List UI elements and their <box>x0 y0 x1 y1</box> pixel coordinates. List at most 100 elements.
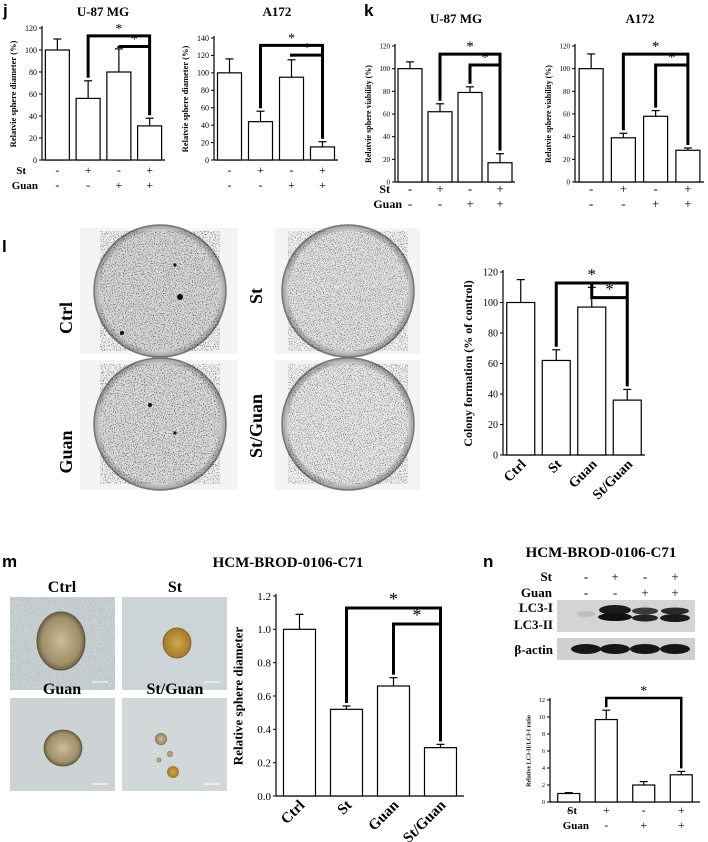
y-tick-label: 100 <box>197 69 209 78</box>
y-tick-label: 60 <box>563 110 571 118</box>
bar <box>557 792 581 803</box>
y-tick-label: 120 <box>25 24 37 33</box>
y-tick-label: 40 <box>29 112 37 121</box>
chart-l-colony-formation: 0 20 40 60 80 100 120 Colony formation (% of co… <box>461 265 645 503</box>
sphere-label-st: St <box>168 579 183 596</box>
colony-label-st: St <box>246 288 266 304</box>
western-blot-actin <box>557 638 695 660</box>
treatment-sign: - <box>55 178 59 192</box>
y-tick-label: 20 <box>29 134 37 143</box>
bar <box>106 71 132 161</box>
significance-bracket <box>117 44 150 48</box>
significance-star: * <box>588 265 597 284</box>
y-tick-label: 80 <box>383 88 391 96</box>
treatment-sign: - <box>259 178 263 192</box>
y-tick-label: 4 <box>542 766 545 772</box>
treatment-sign: + <box>652 196 659 211</box>
sphere-label-ctrl: Ctrl <box>48 579 77 596</box>
x-tick-label: St <box>546 457 566 477</box>
western-blot-lc3 <box>557 600 695 632</box>
y-tick-label: 40 <box>201 121 209 130</box>
treatment-sign: + <box>620 181 627 196</box>
x-tick-label: St <box>335 798 356 819</box>
treatment-label-guan: Guan <box>563 820 589 832</box>
x-tick-label: St/Guan <box>590 457 636 503</box>
m-title: HCM-BROD-0106-C71 <box>213 555 364 571</box>
blot-sign: - <box>643 569 647 584</box>
blot-sign: + <box>611 569 618 584</box>
y-tick-label: 120 <box>560 42 571 50</box>
significance-star: * <box>605 280 614 299</box>
treatment-sign: - <box>653 181 657 196</box>
y-axis-label: Colony formation (% of control) <box>461 280 475 446</box>
treatment-sign: - <box>228 163 232 177</box>
bar <box>329 708 364 797</box>
blot-st-label: St <box>540 569 552 584</box>
treatment-sign: + <box>678 803 685 817</box>
y-tick-label: 2 <box>542 783 545 789</box>
treatment-sign: - <box>290 163 294 177</box>
panel-letter-k: k <box>364 1 374 20</box>
significance-star: * <box>389 589 398 609</box>
significance-bracket <box>554 281 629 387</box>
significance-star: * <box>640 684 647 699</box>
treatment-sign: + <box>436 181 443 196</box>
x-tick-label: St/Guan <box>400 797 450 842</box>
treatment-sign: - <box>55 163 59 177</box>
bar <box>643 115 669 183</box>
blot-band-lc3-i: LC3-I <box>519 600 553 615</box>
y-tick-label: 0.8 <box>257 658 271 670</box>
treatment-sign: - <box>468 181 472 196</box>
y-tick-label: 100 <box>25 46 37 55</box>
bar <box>632 784 656 803</box>
treatment-sign: + <box>115 178 122 192</box>
y-tick-label: 20 <box>563 156 571 164</box>
panel-letter-m: m <box>2 552 17 571</box>
y-tick-label: 0 <box>567 178 571 186</box>
y-tick-label: 80 <box>488 329 498 340</box>
colony-dish-st-guan <box>275 357 420 491</box>
x-tick-label: Guan <box>366 797 403 834</box>
treatment-sign: - <box>604 818 608 832</box>
treatment-sign: + <box>85 163 92 177</box>
bar <box>282 628 317 797</box>
chart-n-lc3-ratio: 0 2 4 6 8 10 12 Relative LC3-II/LC3-I ratio St Gu… <box>526 684 700 832</box>
treatment-label-st: St <box>16 165 26 177</box>
y-tick-label: 80 <box>29 68 37 77</box>
y-tick-label: 0 <box>33 156 37 165</box>
bar <box>594 718 618 803</box>
y-tick-label: 12 <box>539 698 545 704</box>
blot-treatment-signs: - + - +- - + + <box>584 569 679 600</box>
y-tick-label: 120 <box>380 42 391 50</box>
x-tick-label: Ctrl <box>501 457 529 485</box>
x-tick-label: Ctrl <box>278 798 308 828</box>
significance-bracket <box>605 696 683 769</box>
treatment-sign: - <box>567 818 571 832</box>
y-tick-label: 100 <box>380 65 391 73</box>
treatment-label-guan: Guan <box>373 197 402 211</box>
chart-title: U-87 MG <box>430 11 482 26</box>
treatment-label-st: St <box>567 805 577 817</box>
blot-sign: - <box>584 585 588 600</box>
blot-band-lc3-ii: LC3-II <box>514 617 553 632</box>
chart-title: A172 <box>263 4 292 19</box>
chart-k-a172: A172 0 20 40 60 80 100 120 Relatvie sphere viabi… <box>544 11 704 211</box>
significance-star: * <box>304 41 311 56</box>
panel-letter-j: j <box>2 1 8 20</box>
y-tick-label: 20 <box>488 420 498 431</box>
y-tick-label: 10 <box>539 715 545 721</box>
bar <box>610 137 636 183</box>
significance-bracket <box>259 43 324 139</box>
treatment-sign: + <box>678 818 685 832</box>
sphere-photo-st-guan <box>122 698 227 791</box>
treatment-sign: + <box>496 196 503 211</box>
bar <box>75 97 101 161</box>
y-tick-label: 0.0 <box>257 791 271 803</box>
chart-title: A172 <box>626 11 655 26</box>
chart-j-a172: A172 0 20 40 60 80 100 120 140 Relatvie sphere di… <box>180 4 338 192</box>
y-tick-label: 100 <box>483 298 498 309</box>
bar <box>675 149 701 183</box>
y-tick-label: 40 <box>383 133 391 141</box>
y-tick-label: 0 <box>387 178 391 186</box>
significance-star: * <box>481 50 489 66</box>
